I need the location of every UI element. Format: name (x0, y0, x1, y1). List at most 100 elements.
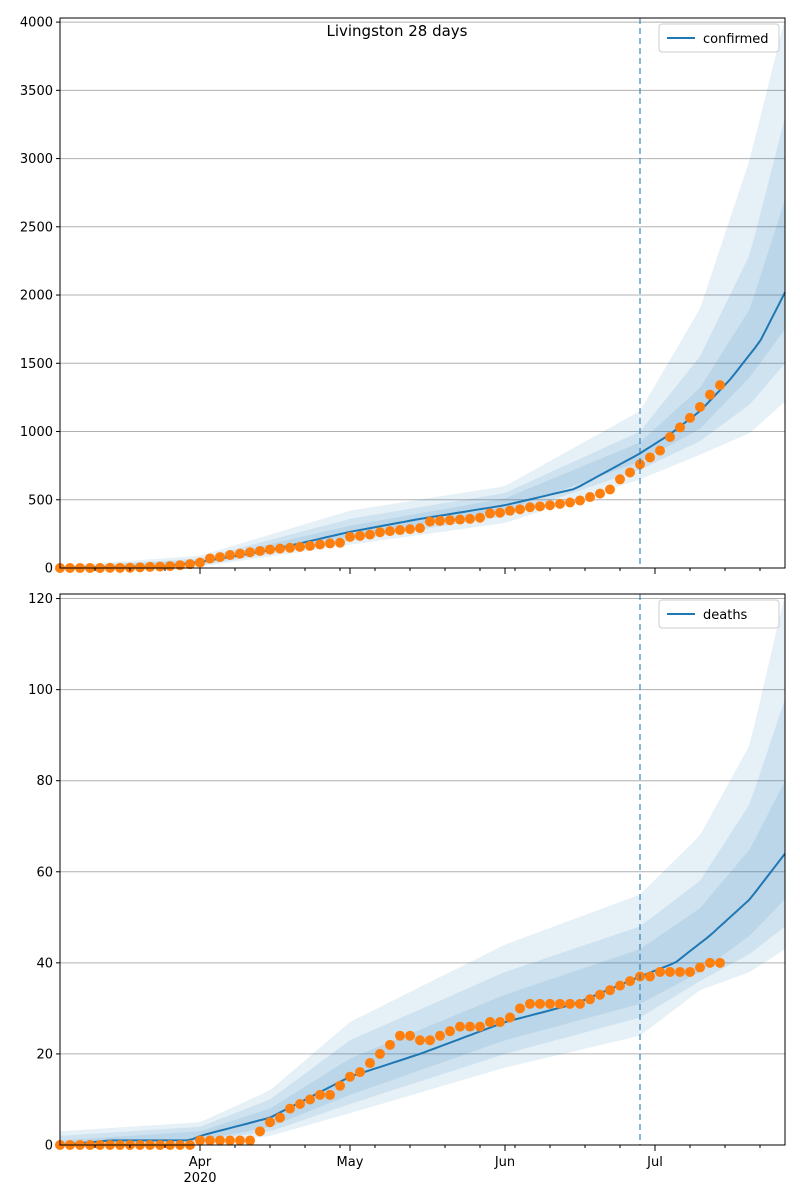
chart-title: Livingston 28 days (326, 22, 467, 40)
y-tick-label: 500 (28, 493, 53, 508)
uncertainty-band (60, 780, 785, 1145)
observed-point (555, 498, 565, 509)
legend-label: confirmed (703, 32, 769, 47)
observed-point (665, 966, 675, 977)
y-tick-label: 2500 (20, 220, 53, 235)
observed-point (495, 507, 505, 518)
observed-point (275, 543, 285, 554)
observed-point (335, 537, 345, 548)
observed-point (605, 985, 615, 996)
observed-point (135, 562, 145, 573)
observed-point (485, 508, 495, 519)
observed-point (535, 998, 545, 1009)
observed-point (385, 526, 395, 537)
observed-point (705, 389, 715, 400)
observed-point (545, 998, 555, 1009)
observed-point (225, 1135, 235, 1146)
observed-point (375, 1048, 385, 1059)
observed-point (695, 401, 705, 412)
observed-point (285, 1103, 295, 1114)
observed-point (355, 530, 365, 541)
observed-point (425, 516, 435, 527)
legend-box (658, 23, 780, 53)
observed-point (685, 966, 695, 977)
observed-point (405, 1030, 415, 1041)
observed-point (655, 966, 665, 977)
observed-point (455, 514, 465, 525)
axes-frame (59, 593, 786, 1146)
observed-point (355, 1067, 365, 1078)
observed-point (595, 989, 605, 1000)
observed-point (515, 504, 525, 515)
y-tick-label: 3000 (20, 152, 53, 167)
y-tick-label: 120 (28, 592, 53, 607)
observed-point (485, 1017, 495, 1028)
observed-point (675, 966, 685, 977)
observed-point (715, 380, 725, 391)
observed-point (345, 531, 355, 542)
observed-point (195, 1135, 205, 1146)
uncertainty-band (60, 698, 785, 1145)
observed-point (645, 971, 655, 982)
observed-point (215, 552, 225, 563)
legend-label: deaths (703, 608, 748, 623)
observed-point (305, 540, 315, 551)
observed-point (575, 495, 585, 506)
y-tick-label: 20 (36, 1047, 53, 1062)
observed-point (435, 515, 445, 526)
observed-point (265, 544, 275, 555)
observed-point (205, 1135, 215, 1146)
observed-point (255, 545, 265, 556)
observed-point (575, 998, 585, 1009)
observed-point (615, 474, 625, 485)
observed-point (285, 542, 295, 553)
observed-point (465, 513, 475, 524)
observed-point (235, 1135, 245, 1146)
observed-point (625, 976, 635, 987)
confirmed-panel: 0 500 1000 1500 2000 2500 3000 3500 4000 confirme… (20, 16, 786, 577)
observed-point (565, 998, 575, 1009)
observed-point (625, 467, 635, 478)
observed-point (435, 1030, 445, 1041)
observed-point (235, 548, 245, 559)
observed-point (395, 525, 405, 536)
observed-point (455, 1021, 465, 1032)
y-tick-label: 3500 (20, 84, 53, 99)
y-tick-label: 1500 (20, 357, 53, 372)
observed-point (545, 500, 555, 511)
observed-point (595, 488, 605, 499)
observed-point (665, 431, 675, 442)
x-tick-label: May (337, 1155, 364, 1170)
observed-point (245, 547, 255, 558)
observed-point (335, 1080, 345, 1091)
observed-point (245, 1135, 255, 1146)
y-tick-label: 80 (36, 774, 53, 789)
observed-point (225, 550, 235, 561)
observed-point (695, 962, 705, 973)
uncertainty-band (60, 18, 785, 568)
observed-point (465, 1021, 475, 1032)
observed-point (515, 1003, 525, 1014)
observed-point (215, 1135, 225, 1146)
x-tick-sublabel: 2020 (183, 1171, 216, 1186)
observed-point (565, 497, 575, 508)
legend-box (658, 599, 780, 629)
y-tick-label: 4000 (20, 16, 53, 31)
observed-point (165, 561, 175, 572)
observed-point (505, 505, 515, 516)
observed-point (405, 524, 415, 535)
observed-point (585, 492, 595, 503)
observed-point (475, 1021, 485, 1032)
observed-point (525, 998, 535, 1009)
observed-point (425, 1035, 435, 1046)
y-tick-label: 40 (36, 956, 53, 971)
y-tick-label: 0 (45, 562, 53, 577)
observed-point (415, 1035, 425, 1046)
axes-frame (59, 17, 786, 569)
observed-point (395, 1030, 405, 1041)
observed-point (325, 538, 335, 549)
x-tick-label: Apr (189, 1155, 212, 1170)
observed-point (185, 559, 195, 570)
observed-point (505, 1012, 515, 1023)
observed-point (445, 515, 455, 526)
